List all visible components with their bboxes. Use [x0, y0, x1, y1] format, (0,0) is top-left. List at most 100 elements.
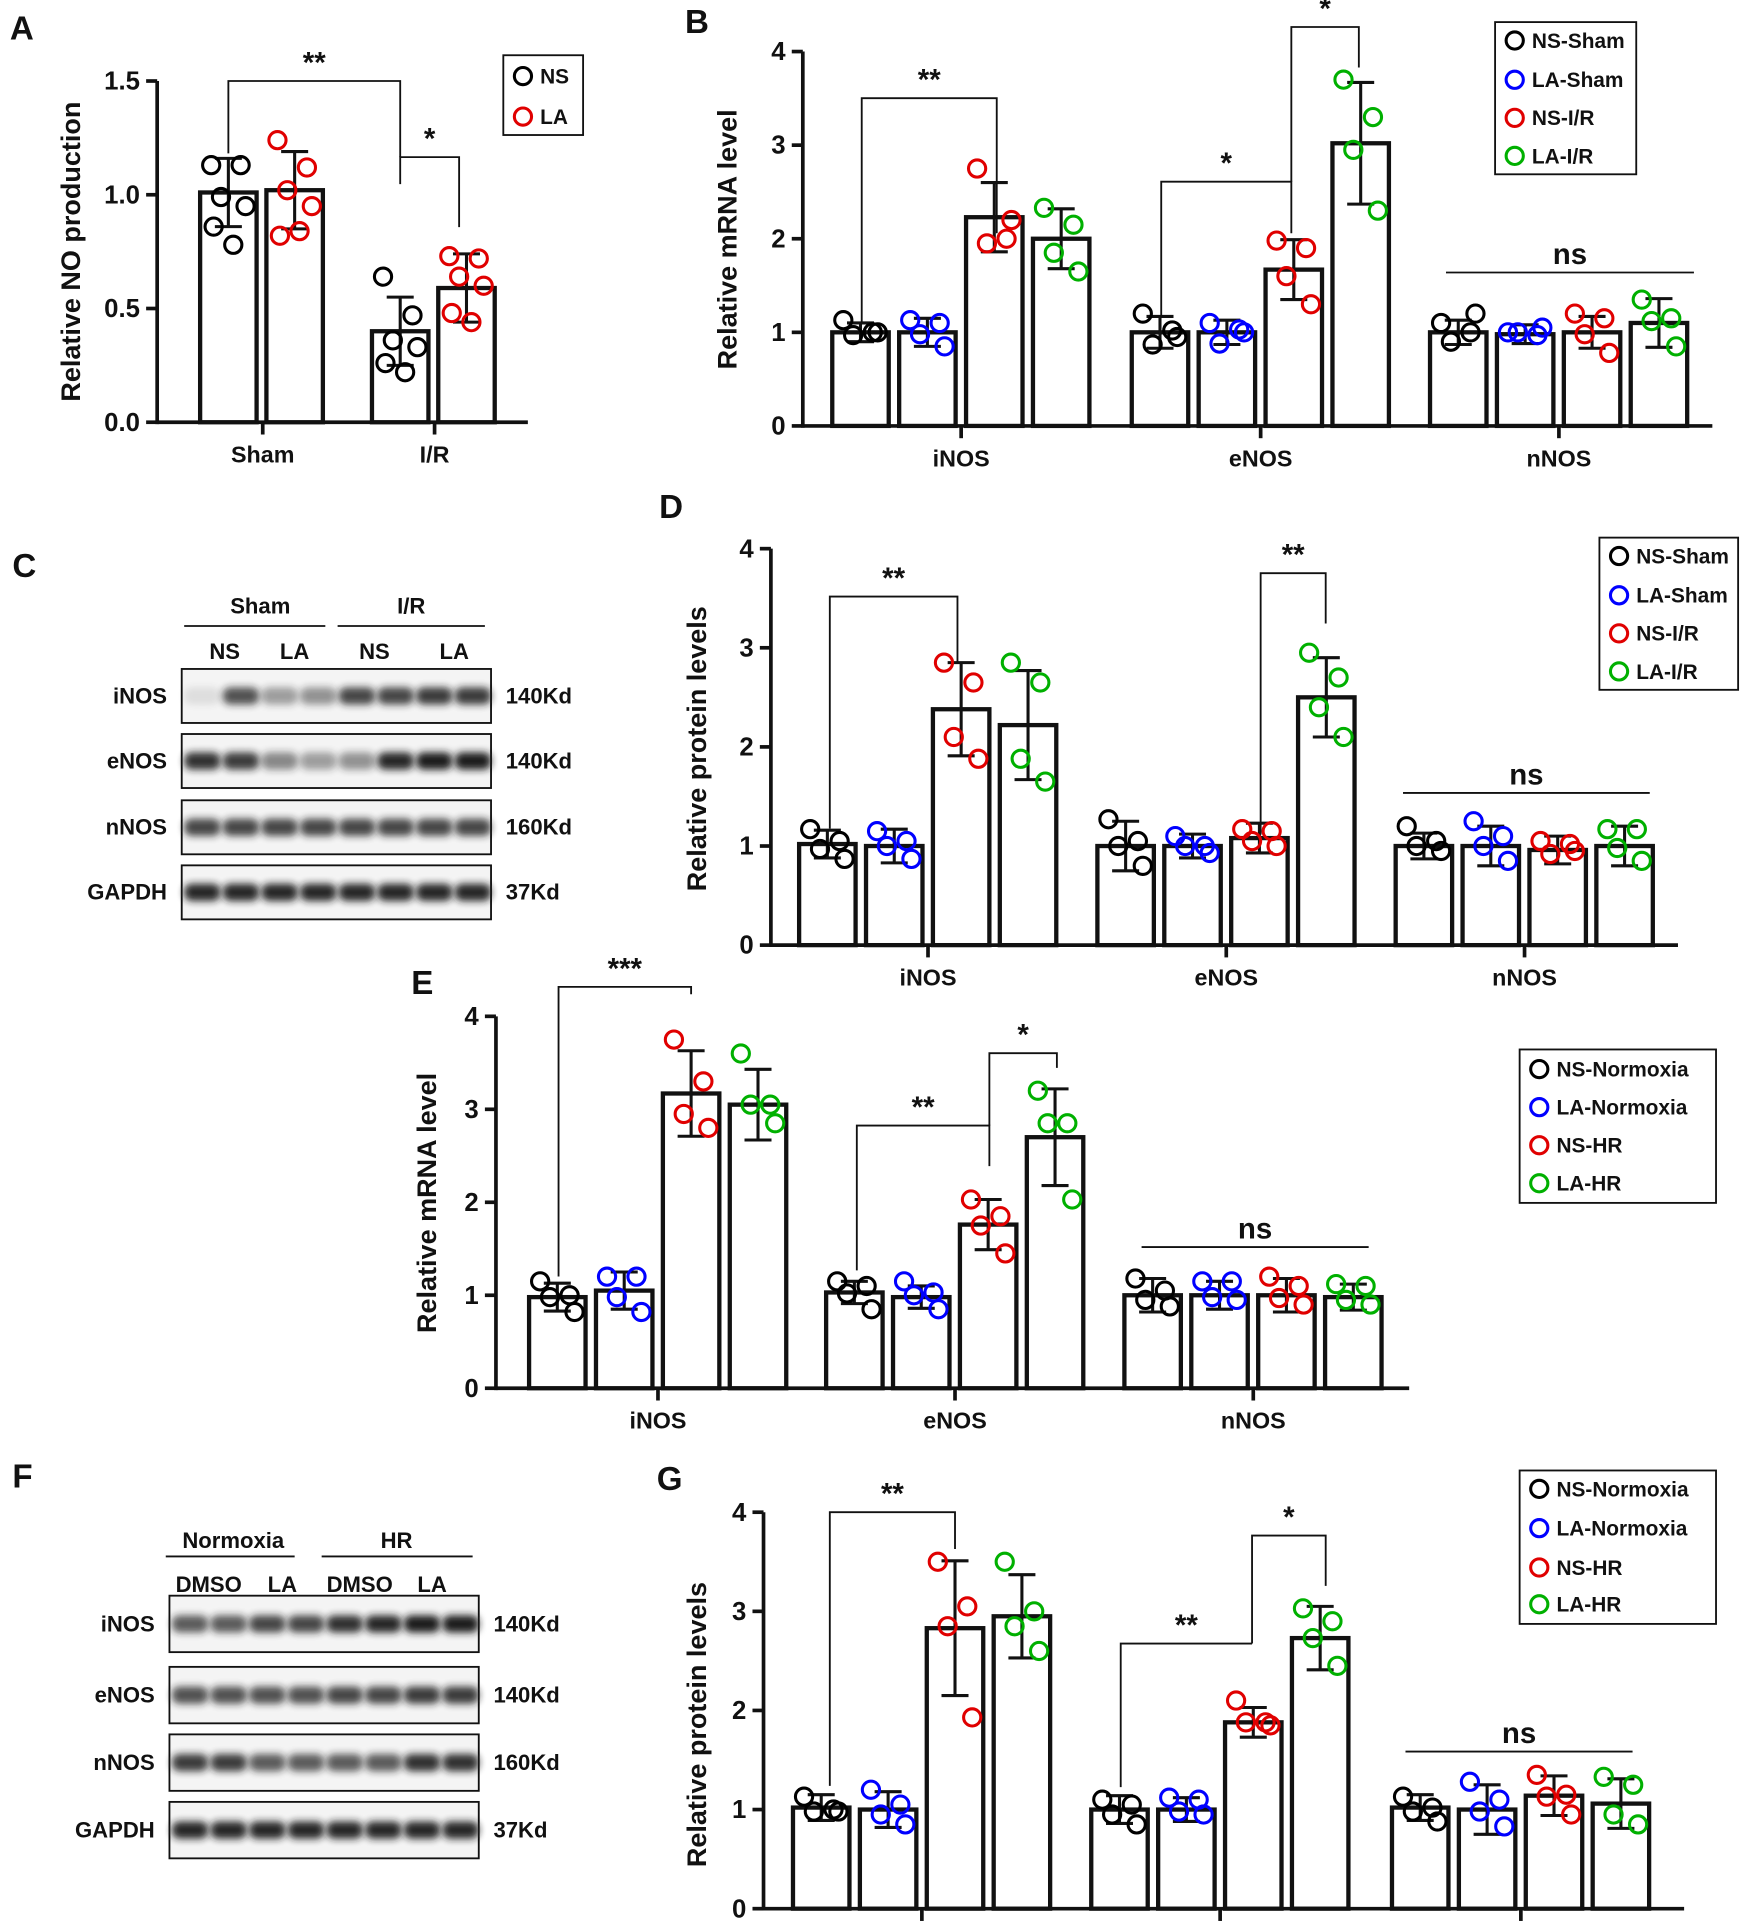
significance-label: ** [918, 64, 941, 97]
legend-label: NS-Normoxia [1556, 1058, 1689, 1081]
protein-label: eNOS [107, 748, 167, 773]
data-point [1108, 835, 1129, 857]
data-point [1631, 850, 1652, 872]
size-label: 37Kd [506, 880, 560, 905]
blot-band [184, 752, 221, 770]
data-point [1574, 324, 1595, 345]
data-point [1367, 200, 1388, 221]
data-point [1526, 1764, 1547, 1785]
y-axis-label: Relative mRNA level [713, 109, 743, 369]
panel-label: F [12, 1459, 32, 1496]
legend-marker [1504, 69, 1525, 90]
data-point [468, 248, 489, 269]
significance-bracket [1290, 26, 1360, 182]
data-point [1068, 261, 1089, 282]
data-point [1302, 1627, 1323, 1649]
significance-bracket [227, 80, 402, 158]
data-point [1603, 1804, 1624, 1825]
significance-bracket [1251, 1534, 1327, 1644]
blot-band [403, 1821, 441, 1839]
data-point [843, 325, 864, 346]
data-point [730, 1043, 751, 1064]
bar [369, 329, 431, 425]
data-point [1463, 811, 1484, 832]
data-point [1159, 1787, 1180, 1808]
data-point [995, 1243, 1016, 1264]
blot-band [442, 1821, 479, 1839]
legend-marker [1608, 661, 1630, 682]
data-point [828, 1801, 849, 1822]
blot-band [454, 818, 492, 836]
blot-band [365, 1754, 402, 1772]
legend-label: LA-Normoxia [1556, 1097, 1687, 1120]
size-label: 160Kd [506, 815, 572, 840]
data-point [1593, 1766, 1614, 1787]
data-point [1121, 1794, 1142, 1815]
data-point [829, 830, 850, 852]
bar [1156, 1807, 1217, 1911]
blot-band [210, 1821, 247, 1839]
legend-label: NS-Normoxia [1556, 1478, 1689, 1501]
blot-band [222, 752, 260, 770]
bar [1393, 843, 1455, 948]
blot-band [287, 1615, 325, 1633]
data-point [827, 1271, 848, 1292]
data-point [203, 216, 224, 237]
blot-band [287, 1754, 325, 1772]
y-tick-label: 2 [771, 225, 785, 253]
y-tick-label: 1 [732, 1796, 746, 1824]
data-point [1127, 830, 1149, 852]
blot-band [416, 883, 453, 901]
data-point [564, 1301, 585, 1323]
blot-band [300, 752, 337, 770]
data-point [896, 830, 917, 852]
significance-bracket [828, 595, 959, 829]
data-point [1199, 312, 1220, 334]
data-point [1192, 1271, 1213, 1292]
bar [991, 1614, 1053, 1911]
y-tick-label: 1.0 [104, 181, 140, 209]
blot-band [222, 687, 260, 705]
blot-band [326, 1615, 363, 1633]
blot-band [442, 1615, 479, 1633]
y-tick-label: 0 [739, 932, 753, 960]
y-tick-label: 1 [464, 1282, 478, 1310]
data-point [439, 246, 460, 267]
data-point [1406, 835, 1427, 857]
significance-label: ns [1509, 758, 1543, 791]
data-point [1492, 825, 1514, 847]
data-point [968, 748, 989, 769]
data-point [1159, 1296, 1180, 1317]
data-point [1033, 197, 1055, 218]
legend-label: NS-I/R [1636, 623, 1699, 646]
data-point [394, 362, 416, 383]
data-point [1175, 835, 1196, 857]
data-point [448, 266, 470, 287]
significance-label: *** [608, 952, 643, 985]
data-point [673, 1103, 694, 1125]
group-label: HR [381, 1528, 413, 1553]
lane-label: DMSO [327, 1572, 393, 1597]
legend-marker [1608, 545, 1630, 567]
data-point [1362, 106, 1384, 128]
data-point [1288, 1275, 1309, 1297]
data-point [1564, 303, 1585, 324]
data-point [277, 180, 298, 201]
data-point [1494, 1816, 1515, 1837]
legend-marker [1529, 1173, 1550, 1194]
significance-label: * [1221, 147, 1233, 180]
data-point [1125, 1268, 1146, 1289]
data-point [1623, 1774, 1644, 1795]
data-point [698, 1117, 719, 1139]
data-point [1564, 840, 1585, 862]
data-point [1392, 1786, 1414, 1807]
data-point [928, 1299, 949, 1320]
bar [1389, 1805, 1451, 1911]
data-point [1626, 819, 1647, 840]
blot-band [377, 818, 414, 836]
blot-band [210, 1754, 247, 1772]
data-point [1043, 242, 1064, 263]
bar [197, 190, 259, 425]
y-tick-label: 0 [464, 1375, 478, 1403]
data-point [957, 1596, 978, 1617]
